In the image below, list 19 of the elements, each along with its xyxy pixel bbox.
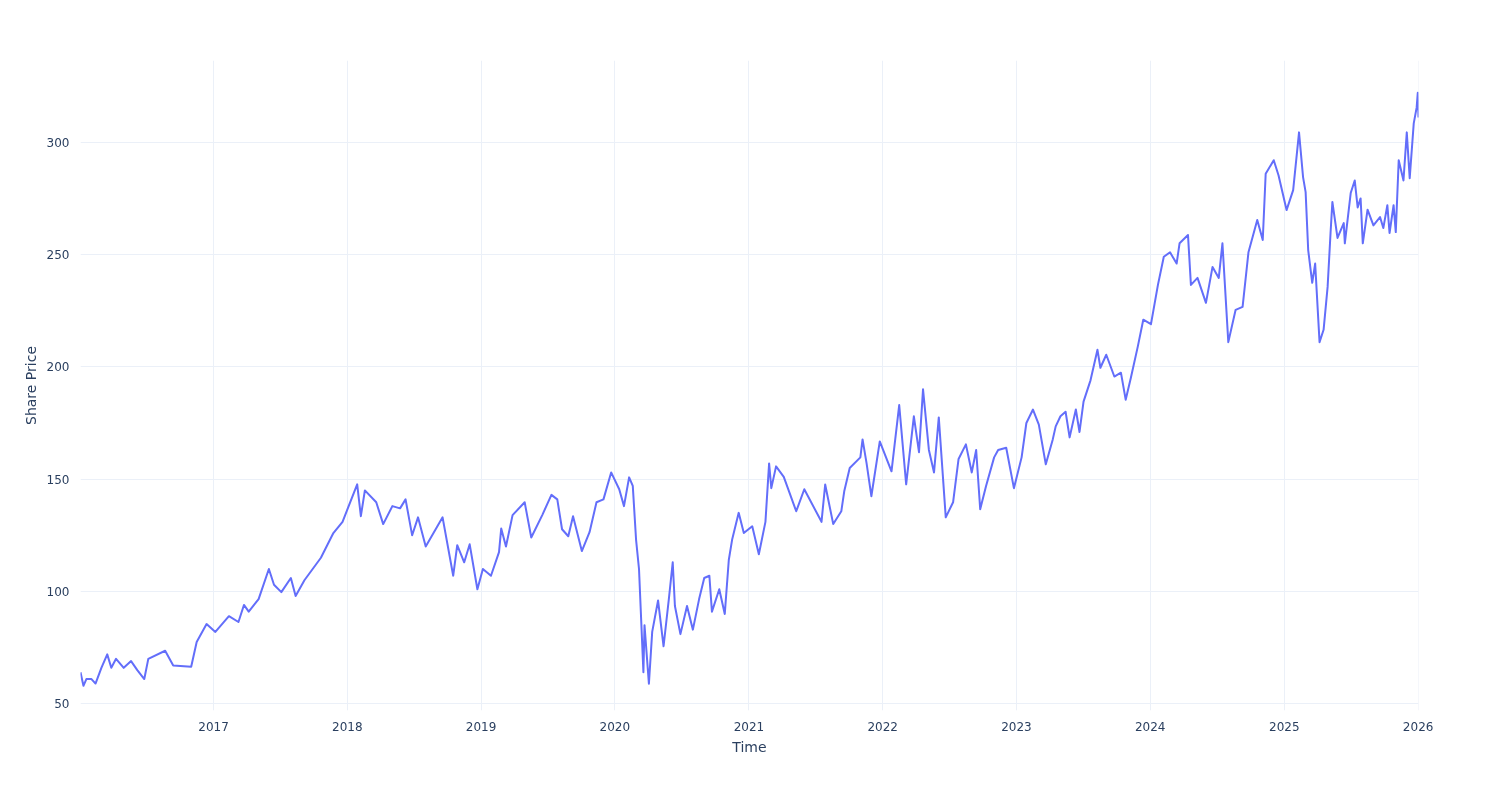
x-tick-label: 2019: [465, 719, 497, 734]
x-tick-label: 2018: [332, 719, 363, 734]
x-tick-label: 2024: [1134, 719, 1166, 734]
x-tick-label: 2021: [733, 719, 765, 734]
x-tick-label: 2020: [599, 719, 631, 734]
y-tick-label: 50: [54, 697, 70, 712]
x-tick-label: 2022: [867, 719, 898, 734]
line-series: [80, 91, 1419, 687]
y-tick-label: 200: [46, 360, 70, 375]
x-tick-label: 2023: [1001, 719, 1032, 734]
x-tick-label: 2026: [1402, 719, 1434, 734]
x-axis-title: Time: [731, 738, 767, 755]
y-tick-label: 150: [46, 472, 70, 487]
y-tick-label: 100: [46, 584, 70, 599]
y-tick-label: 250: [46, 248, 70, 263]
x-tick-label: 2025: [1269, 719, 1300, 734]
y-tick-label: 300: [46, 135, 70, 150]
x-tick-label: 2017: [198, 719, 229, 734]
y-axis-title: Share Price: [22, 345, 39, 425]
